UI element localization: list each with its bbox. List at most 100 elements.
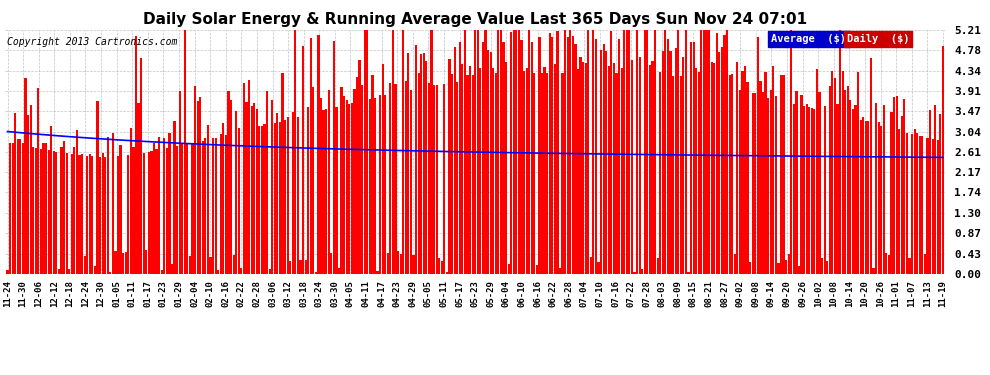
Bar (901, 116, 903, 274)
Bar (746, 82, 748, 274)
Bar (371, 75, 373, 274)
Bar (83, 255, 86, 274)
Bar (260, 126, 263, 274)
Bar (821, 258, 824, 274)
Bar (806, 104, 808, 274)
Bar (919, 136, 921, 274)
Bar (734, 254, 736, 274)
Bar (669, 51, 671, 274)
Bar (250, 106, 252, 274)
Bar (618, 39, 620, 274)
Bar (415, 45, 417, 274)
Bar (210, 258, 212, 274)
Bar (857, 72, 859, 274)
Bar (742, 71, 743, 274)
Bar (32, 147, 35, 274)
Bar (436, 85, 438, 274)
Bar (464, 30, 466, 274)
Bar (107, 137, 109, 274)
Bar (225, 135, 227, 274)
Bar (122, 253, 125, 274)
Bar (344, 96, 346, 274)
Bar (366, 30, 368, 274)
Text: Daily  ($): Daily ($) (846, 34, 909, 44)
Bar (764, 72, 766, 274)
Bar (642, 268, 644, 274)
Bar (50, 126, 52, 274)
Bar (212, 138, 214, 274)
Bar (587, 30, 589, 274)
Bar (546, 73, 548, 274)
Bar (143, 153, 145, 274)
Bar (130, 128, 132, 274)
Bar (433, 86, 436, 274)
Bar (394, 84, 397, 274)
Bar (911, 134, 913, 274)
Bar (279, 122, 281, 274)
Bar (718, 52, 721, 274)
Bar (102, 153, 104, 274)
Bar (223, 123, 225, 274)
Bar (885, 253, 887, 274)
Bar (544, 67, 545, 274)
Bar (441, 261, 443, 274)
Bar (922, 136, 924, 274)
Bar (903, 99, 906, 274)
Bar (927, 138, 929, 274)
Bar (341, 87, 343, 274)
Bar (431, 30, 433, 274)
Bar (579, 57, 582, 274)
Bar (754, 93, 756, 274)
Bar (453, 47, 455, 274)
Bar (569, 30, 571, 274)
Bar (590, 257, 592, 274)
Bar (572, 36, 574, 274)
Bar (361, 86, 363, 274)
Bar (935, 105, 937, 274)
Bar (790, 30, 792, 274)
Bar (248, 80, 250, 274)
Bar (639, 57, 641, 274)
Bar (35, 148, 37, 274)
Bar (336, 106, 338, 274)
Bar (839, 30, 842, 274)
Bar (104, 157, 106, 274)
Bar (9, 142, 11, 274)
Bar (191, 143, 194, 274)
Bar (743, 66, 746, 274)
Bar (466, 75, 468, 274)
Bar (634, 272, 636, 274)
Bar (577, 69, 579, 274)
Bar (713, 63, 715, 274)
Bar (941, 46, 944, 274)
Bar (508, 264, 510, 274)
Bar (521, 40, 523, 274)
Bar (772, 66, 774, 274)
Bar (43, 142, 45, 274)
Bar (782, 75, 785, 274)
Bar (384, 95, 386, 274)
Bar (150, 151, 152, 274)
Bar (929, 110, 932, 274)
Bar (469, 66, 471, 274)
Bar (769, 90, 772, 274)
Bar (263, 124, 265, 274)
Bar (693, 42, 695, 274)
Bar (548, 33, 550, 274)
Bar (68, 269, 70, 274)
Bar (402, 30, 404, 274)
Bar (258, 126, 260, 274)
Bar (724, 35, 726, 274)
Bar (585, 63, 587, 274)
Bar (803, 106, 805, 274)
Bar (423, 54, 425, 274)
Bar (471, 75, 474, 274)
Bar (775, 96, 777, 274)
Bar (444, 84, 446, 274)
Bar (523, 71, 525, 274)
Bar (646, 30, 648, 274)
Bar (353, 89, 355, 274)
Bar (608, 66, 610, 274)
Bar (286, 117, 289, 274)
Bar (541, 73, 544, 274)
